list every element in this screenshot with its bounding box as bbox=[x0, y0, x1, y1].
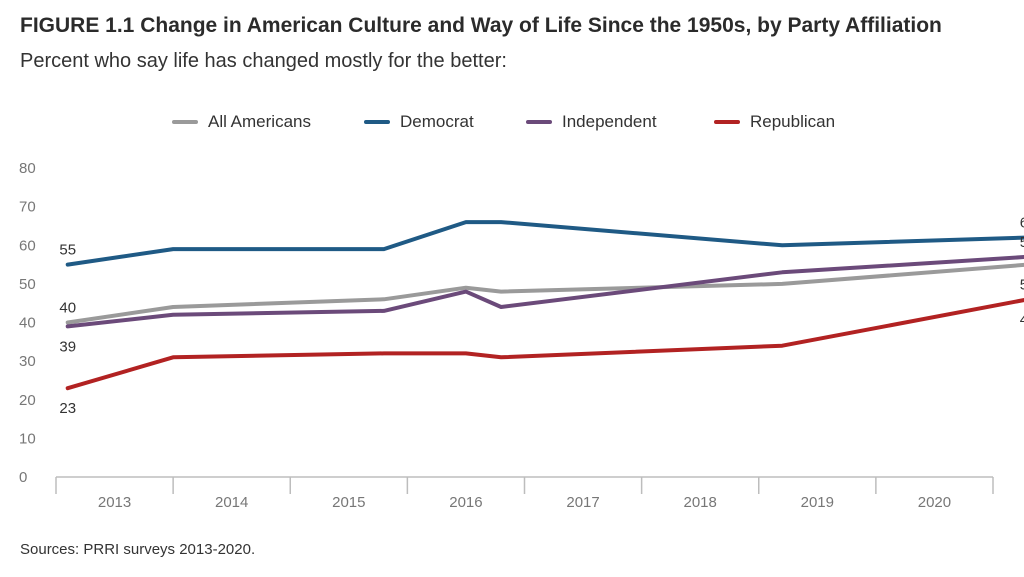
y-tick-label-0: 0 bbox=[19, 469, 27, 486]
x-tick-label-2020: 2020 bbox=[918, 494, 951, 511]
legend-item-all-americans: All Americans bbox=[172, 110, 311, 134]
legend-label-all-americans: All Americans bbox=[208, 112, 311, 131]
data-label-democrat-55: 55 bbox=[59, 242, 76, 259]
y-tick-label-80: 80 bbox=[19, 160, 36, 177]
y-tick-label-60: 60 bbox=[19, 237, 36, 254]
legend-swatch-independent bbox=[526, 120, 552, 124]
x-tick-label-2017: 2017 bbox=[566, 494, 599, 511]
data-label-all-americans-55: 55 bbox=[1020, 277, 1024, 294]
legend: All Americans Democrat Independent Repub… bbox=[0, 110, 1024, 134]
data-label-democrat-62: 62 bbox=[1020, 215, 1024, 232]
x-tick-label-2015: 2015 bbox=[332, 494, 365, 511]
data-label-independent-57: 57 bbox=[1020, 234, 1024, 251]
chart-subtitle: Percent who say life has changed mostly … bbox=[20, 50, 507, 72]
legend-swatch-republican bbox=[714, 120, 740, 124]
y-tick-label-30: 30 bbox=[19, 353, 36, 370]
series-line-republican bbox=[65, 298, 1024, 391]
data-label-republican-23: 23 bbox=[59, 400, 76, 417]
series-line-independent bbox=[65, 255, 1024, 329]
legend-swatch-democrat bbox=[364, 120, 390, 124]
y-tick-label-40: 40 bbox=[19, 315, 36, 332]
source-note: Sources: PRRI surveys 2013-2020. bbox=[20, 541, 256, 558]
legend-item-democrat: Democrat bbox=[364, 110, 474, 134]
y-tick-label-10: 10 bbox=[19, 430, 36, 447]
y-tick-label-50: 50 bbox=[19, 276, 36, 293]
legend-item-republican: Republican bbox=[714, 110, 835, 134]
data-label-all-americans-40: 40 bbox=[59, 300, 76, 317]
x-tick-label-2019: 2019 bbox=[801, 494, 834, 511]
legend-swatch-all-americans bbox=[172, 120, 198, 124]
legend-label-independent: Independent bbox=[562, 112, 657, 131]
series-line-all-americans bbox=[65, 262, 1024, 325]
legend-label-democrat: Democrat bbox=[400, 112, 474, 131]
chart-title: FIGURE 1.1 Change in American Culture an… bbox=[20, 14, 942, 37]
legend-label-republican: Republican bbox=[750, 112, 836, 131]
series-line-democrat bbox=[65, 220, 1024, 267]
legend-item-independent: Independent bbox=[526, 110, 657, 134]
data-label-republican-46: 46 bbox=[1020, 311, 1024, 328]
y-tick-label-20: 20 bbox=[19, 392, 36, 409]
x-tick-label-2016: 2016 bbox=[449, 494, 482, 511]
x-tick-label-2014: 2014 bbox=[215, 494, 248, 511]
x-tick-label-2013: 2013 bbox=[98, 494, 131, 511]
data-label-independent-39: 39 bbox=[59, 338, 76, 355]
x-tick-label-2018: 2018 bbox=[684, 494, 717, 511]
y-tick-label-70: 70 bbox=[19, 199, 36, 216]
